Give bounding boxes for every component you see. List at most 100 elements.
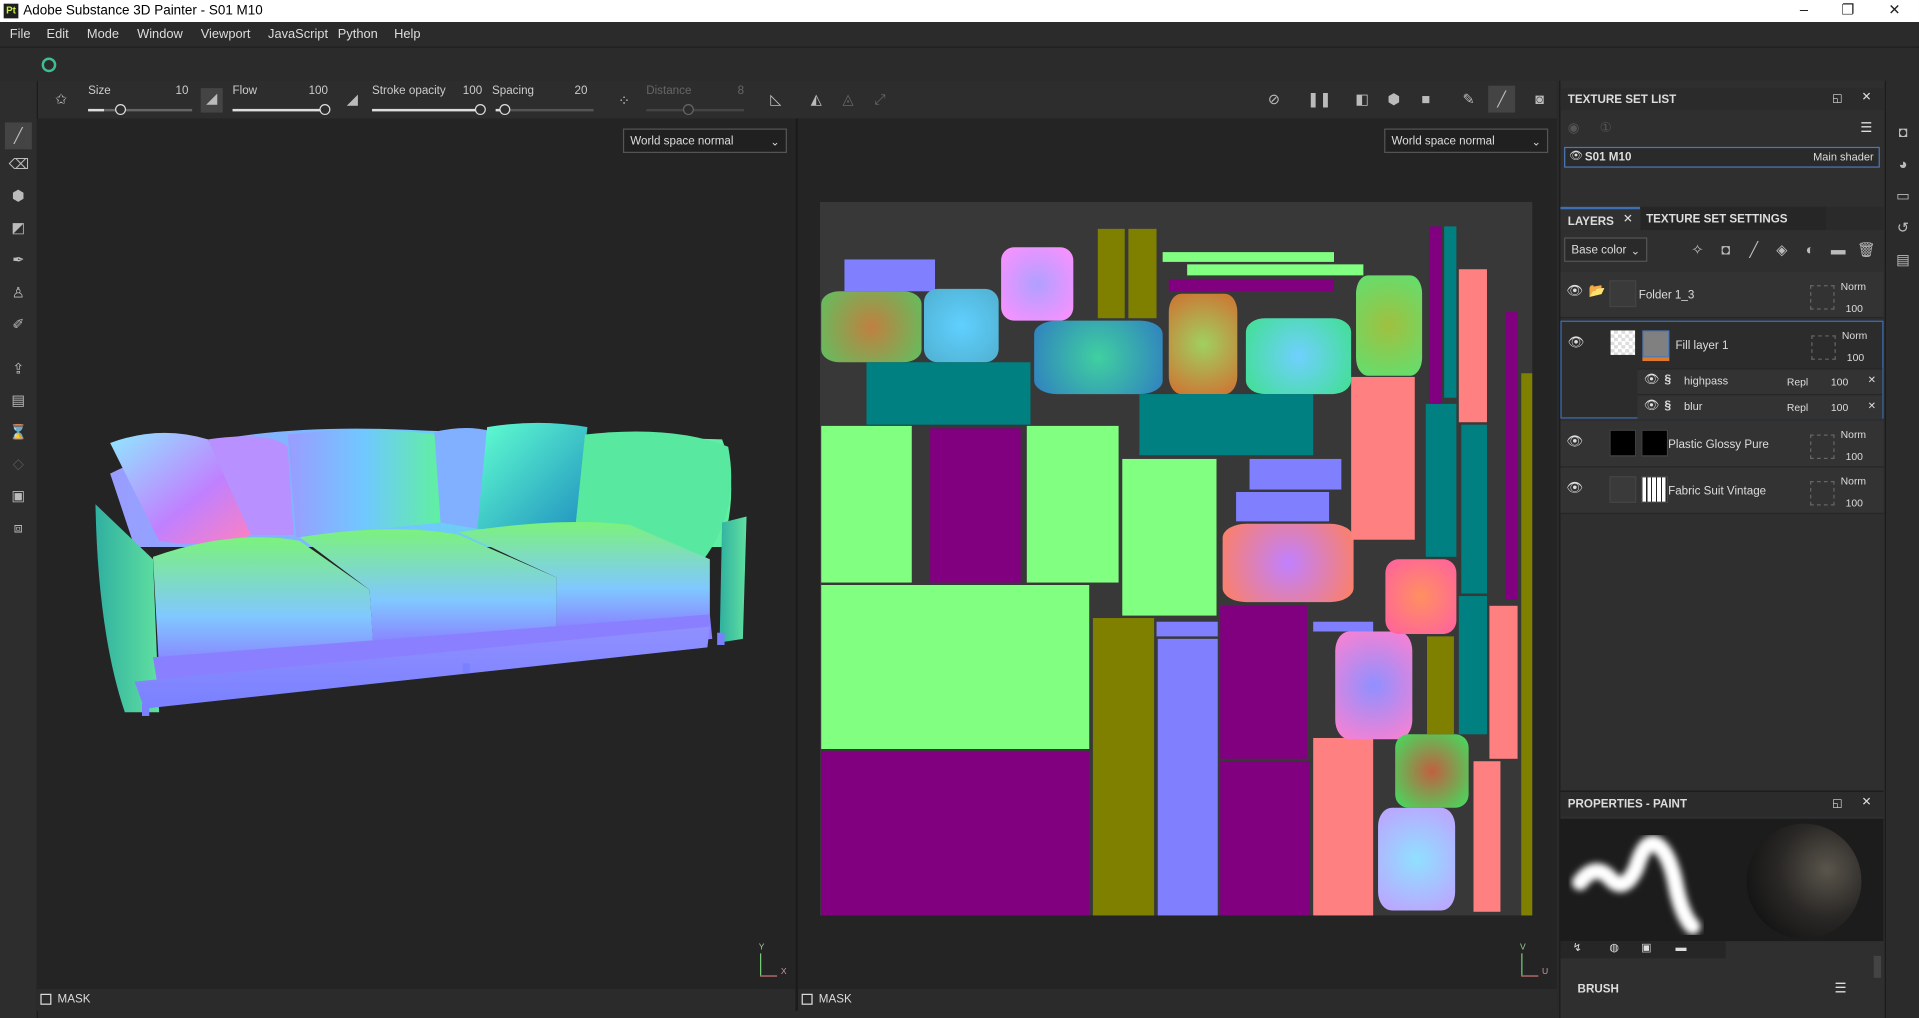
menu-viewport[interactable]: Viewport bbox=[200, 26, 251, 42]
close-panel-icon[interactable]: ✕ bbox=[1861, 90, 1872, 105]
tab-layers[interactable]: LAYERS ✕ bbox=[1560, 206, 1640, 231]
color-picker-icon[interactable]: ✐ bbox=[12, 315, 25, 333]
paint-tool-icon[interactable]: ╱ bbox=[4, 122, 32, 150]
bake-icon[interactable]: ▤ bbox=[11, 391, 26, 409]
effect-opacity[interactable]: 100 bbox=[1830, 401, 1849, 414]
eye-icon[interactable]: 👁 bbox=[1568, 149, 1583, 162]
opacity-value[interactable]: 100 bbox=[1845, 496, 1863, 510]
opacity-value[interactable]: 100 bbox=[1846, 351, 1865, 364]
tab-texture-set-settings[interactable]: TEXTURE SET SETTINGS bbox=[1641, 206, 1826, 231]
add-folder-icon[interactable]: ▬ bbox=[1830, 241, 1846, 259]
history-icon[interactable]: ↺ bbox=[1896, 219, 1910, 237]
blend-mode-dropdown[interactable]: Norm bbox=[1841, 329, 1868, 342]
effect-row-highpass[interactable]: 👁 § highpass Repl 100 ✕ bbox=[1637, 368, 1883, 395]
projection-tool-icon[interactable]: ⬢ bbox=[11, 187, 25, 205]
flow-value[interactable]: 100 bbox=[308, 84, 328, 98]
properties-scrollbar[interactable] bbox=[1873, 955, 1882, 978]
eye-icon[interactable]: 👁 bbox=[1567, 335, 1585, 351]
spacing-value[interactable]: 20 bbox=[574, 84, 588, 98]
delete-layer-icon[interactable]: 🗑 bbox=[1857, 241, 1876, 259]
blend-mode-dropdown[interactable]: Norm bbox=[1840, 428, 1867, 441]
pause-icon[interactable]: ❚❚ bbox=[1307, 90, 1332, 108]
split-view-icon[interactable]: ◧ bbox=[1355, 90, 1370, 108]
transform-icon[interactable]: ⤢ bbox=[874, 90, 886, 108]
menu-edit[interactable]: Edit bbox=[46, 26, 69, 42]
add-effect-icon[interactable]: ✧ bbox=[1691, 241, 1704, 259]
mask-checkbox-3d[interactable] bbox=[40, 993, 52, 1005]
material-tab-icon[interactable]: ▬ bbox=[1675, 941, 1687, 954]
menu-window[interactable]: Window bbox=[137, 26, 183, 42]
eye-icon[interactable]: 👁 bbox=[1643, 373, 1660, 387]
flow-pressure-icon[interactable]: ◢ bbox=[200, 88, 223, 113]
add-smart-material-icon[interactable]: ◐ bbox=[1805, 241, 1815, 259]
effect-opacity[interactable]: 100 bbox=[1830, 375, 1849, 388]
stencil-tab-icon[interactable]: ▣ bbox=[1641, 941, 1652, 954]
hide-icon[interactable]: ⊘ bbox=[1267, 90, 1281, 108]
opacity-pressure-icon[interactable]: ◢ bbox=[346, 90, 359, 108]
menu-help[interactable]: Help bbox=[394, 26, 421, 42]
shader-settings-icon[interactable]: ◕ bbox=[1898, 155, 1908, 173]
solo-icon[interactable]: ① bbox=[1599, 121, 1612, 136]
smudge-tool-icon[interactable]: ✒ bbox=[12, 250, 25, 269]
physics-icon[interactable]: ✎ bbox=[1462, 90, 1475, 108]
log-icon[interactable]: ▤ bbox=[1896, 250, 1911, 269]
mirror-icon[interactable]: ◬ bbox=[842, 90, 854, 108]
viewport-3d[interactable]: World space normal ⌄ bbox=[36, 118, 796, 989]
close-window-button[interactable]: ✕ bbox=[1888, 1, 1901, 19]
lazy-mouse-icon[interactable]: ⁘ bbox=[618, 91, 631, 109]
opacity-value[interactable]: 100 bbox=[1845, 302, 1863, 315]
effect-blend-dropdown[interactable]: Repl bbox=[1786, 401, 1809, 414]
minimize-button[interactable]: – bbox=[1799, 1, 1809, 19]
effect-row-blur[interactable]: 👁 § blur Repl 100 ✕ bbox=[1637, 394, 1883, 419]
viewport-3d-mode-dropdown[interactable]: World space normal ⌄ bbox=[622, 128, 787, 153]
menu-file[interactable]: File bbox=[9, 26, 31, 42]
display-settings-icon[interactable]: ◘ bbox=[1898, 123, 1908, 141]
3d-view-icon[interactable]: ⬢ bbox=[1387, 90, 1401, 108]
add-paint-layer-icon[interactable]: ╱ bbox=[1749, 241, 1759, 259]
layer-row-fabric[interactable]: 👁 Fabric Suit Vintage Norm 100 bbox=[1560, 467, 1884, 515]
plugin-logo-icon[interactable] bbox=[41, 57, 57, 73]
blend-mode-dropdown[interactable]: Norm bbox=[1840, 474, 1867, 488]
polygon-fill-icon[interactable]: ◩ bbox=[11, 219, 26, 237]
texture-set-menu-icon[interactable]: ☰ bbox=[1860, 121, 1873, 136]
layer-row-folder[interactable]: 👁 📂 Folder 1_3 Norm 100 bbox=[1560, 271, 1884, 319]
float-panel-icon[interactable]: ◱ bbox=[1832, 91, 1843, 105]
effect-blend-dropdown[interactable]: Repl bbox=[1786, 375, 1809, 388]
maximize-button[interactable]: ❐ bbox=[1841, 1, 1855, 19]
viewport-2d-mode-dropdown[interactable]: World space normal ⌄ bbox=[1384, 128, 1549, 153]
paint-mode-icon[interactable]: ╱ bbox=[1488, 85, 1516, 113]
camera-icon[interactable]: ■ bbox=[1421, 90, 1431, 108]
clone-tool-icon[interactable]: ♙ bbox=[11, 283, 25, 302]
eraser-tool-icon[interactable]: ⌫ bbox=[8, 155, 30, 173]
shelf-icon[interactable]: ⧈ bbox=[13, 518, 24, 537]
remove-effect-icon[interactable]: ✕ bbox=[1867, 374, 1876, 386]
blend-mode-dropdown[interactable]: Norm bbox=[1840, 280, 1867, 293]
assets-icon[interactable]: ▭ bbox=[1896, 187, 1911, 205]
menu-mode[interactable]: Mode bbox=[86, 26, 120, 42]
layer-icon[interactable]: ▣ bbox=[11, 487, 26, 505]
eye-icon[interactable]: 👁 bbox=[1566, 283, 1584, 299]
brush-shape-icon[interactable]: ✩ bbox=[55, 90, 68, 108]
texture-set-item[interactable]: 👁 S01 M10 Main shader bbox=[1564, 146, 1880, 168]
eye-icon[interactable]: 👁 bbox=[1566, 434, 1584, 450]
brush-tab-icon[interactable]: ↯ bbox=[1572, 941, 1582, 954]
shader-name[interactable]: Main shader bbox=[1813, 150, 1874, 163]
stroke-opacity-slider[interactable] bbox=[372, 104, 486, 116]
add-fill-layer-icon[interactable]: ◈ bbox=[1776, 241, 1788, 259]
export-icon[interactable]: ⇪ bbox=[12, 359, 25, 377]
spacing-slider[interactable] bbox=[495, 104, 594, 116]
screenshot-icon[interactable]: ◙ bbox=[1535, 90, 1545, 108]
opacity-value[interactable]: 100 bbox=[1845, 450, 1863, 463]
add-mask-icon[interactable]: ◘ bbox=[1721, 241, 1731, 259]
eye-icon[interactable]: 👁 bbox=[1566, 480, 1584, 496]
eye-icon[interactable]: 👁 bbox=[1643, 398, 1660, 413]
brush-menu-icon[interactable]: ☰ bbox=[1834, 981, 1847, 997]
alpha-tab-icon[interactable]: ◍ bbox=[1609, 941, 1619, 954]
close-tab-icon[interactable]: ✕ bbox=[1622, 212, 1634, 227]
layer-row-plastic[interactable]: 👁 Plastic Glossy Pure Norm 100 bbox=[1560, 421, 1884, 468]
channel-dropdown[interactable]: Base color ⌄ bbox=[1564, 237, 1648, 262]
remove-effect-icon[interactable]: ✕ bbox=[1867, 400, 1876, 412]
menu-javascript[interactable]: JavaScript bbox=[268, 26, 329, 42]
stroke-opacity-value[interactable]: 100 bbox=[462, 84, 483, 98]
mask-checkbox-2d[interactable] bbox=[801, 993, 813, 1005]
